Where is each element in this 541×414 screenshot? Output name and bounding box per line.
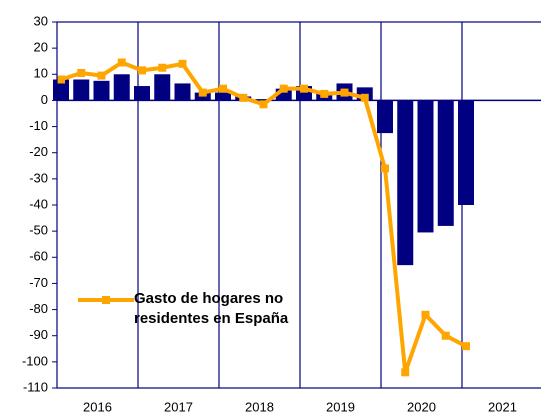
marker	[320, 89, 329, 98]
y-tick-label: -90	[29, 327, 48, 342]
marker	[462, 342, 470, 351]
y-tick-label: -30	[29, 170, 48, 185]
bar	[417, 100, 434, 233]
y-tick-label: 20	[34, 40, 48, 55]
legend-marker	[102, 296, 110, 304]
marker	[279, 84, 288, 93]
bar	[397, 100, 414, 266]
marker	[178, 59, 187, 68]
bar	[255, 99, 272, 101]
bar	[275, 88, 292, 101]
marker	[360, 93, 369, 102]
y-tick-label: -50	[29, 223, 48, 238]
y-tick-label: -70	[29, 275, 48, 290]
y-tick-label: -100	[22, 353, 48, 368]
bar	[174, 83, 191, 101]
bar	[73, 79, 90, 101]
y-tick-label: -40	[29, 196, 48, 211]
marker	[138, 66, 146, 75]
y-tick-label: 10	[34, 66, 48, 81]
marker	[441, 331, 450, 340]
y-tick-label: -110	[23, 379, 48, 394]
x-tick-label: 2019	[326, 399, 355, 414]
marker	[340, 88, 349, 97]
bar	[134, 86, 150, 101]
legend-text: Gasto de hogares no residentes en España	[134, 290, 289, 327]
bar	[93, 80, 110, 101]
y-tick-label: -10	[29, 118, 48, 133]
x-tick-label: 2017	[164, 399, 193, 414]
y-tick-label: -60	[29, 249, 48, 264]
marker	[300, 84, 308, 93]
marker	[239, 93, 248, 102]
y-tick-label: 30	[34, 13, 48, 28]
bar	[154, 74, 171, 101]
x-tick-label: 2018	[245, 399, 274, 414]
marker	[57, 75, 65, 84]
bar	[458, 100, 474, 205]
marker	[97, 71, 106, 80]
y-tick-label: 0	[41, 92, 48, 107]
marker	[117, 58, 126, 67]
marker	[381, 164, 389, 173]
marker	[421, 310, 430, 319]
marker	[401, 368, 410, 377]
x-tick-label: 2021	[488, 399, 517, 414]
x-tick-label: 2016	[83, 399, 112, 414]
marker	[259, 100, 268, 109]
marker	[219, 84, 227, 93]
y-tick-label: -20	[29, 144, 48, 159]
marker	[198, 88, 207, 97]
bar	[113, 74, 130, 101]
marker	[158, 63, 167, 72]
y-tick-label: -80	[29, 301, 48, 316]
legend: Gasto de hogares no residentes en España	[134, 290, 289, 327]
bar	[215, 92, 231, 101]
plot-border	[56, 21, 541, 389]
bar	[377, 100, 393, 134]
marker	[77, 68, 86, 77]
bar	[437, 100, 454, 226]
x-tick-label: 2020	[407, 399, 436, 414]
